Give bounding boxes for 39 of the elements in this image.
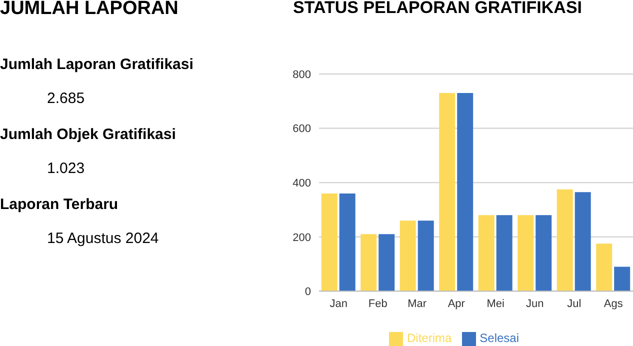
bar bbox=[496, 215, 512, 292]
bar bbox=[321, 193, 338, 292]
bar bbox=[556, 189, 573, 292]
x-tick-label: Feb bbox=[368, 298, 388, 310]
bar bbox=[596, 244, 612, 292]
bar bbox=[400, 220, 416, 292]
legend-label: Selesai bbox=[480, 331, 520, 346]
bar bbox=[478, 215, 494, 292]
bar bbox=[614, 266, 630, 292]
y-tick-label: 600 bbox=[292, 123, 311, 136]
text: 1.023 bbox=[47, 160, 85, 177]
x-tick-label: Jul bbox=[567, 298, 582, 310]
y-tick-label: 800 bbox=[292, 68, 311, 81]
bar bbox=[378, 234, 395, 292]
bar bbox=[339, 193, 356, 292]
text: 2.685 bbox=[47, 90, 85, 107]
bar bbox=[418, 220, 434, 292]
y-tick-label: 200 bbox=[292, 232, 311, 244]
text: Jumlah Objek Gratifikasi bbox=[0, 126, 176, 143]
x-tick-label: Jan bbox=[330, 298, 348, 310]
bar bbox=[518, 215, 534, 292]
text: Jumlah Laporan Gratifikasi bbox=[0, 56, 194, 73]
legend-label: Diterima bbox=[406, 331, 452, 346]
text: JUMLAH LAPORAN bbox=[0, 0, 178, 20]
chart-title: STATUS PELAPORAN GRATIFIKASI bbox=[293, 0, 582, 18]
bar bbox=[574, 192, 591, 292]
x-tick-label: Mei bbox=[486, 298, 504, 310]
y-tick-label: 400 bbox=[292, 177, 311, 190]
x-tick-label: Mar bbox=[408, 298, 427, 310]
bar bbox=[457, 93, 474, 292]
x-tick-label: Jun bbox=[526, 298, 544, 310]
bar bbox=[536, 215, 552, 292]
x-tick-label: Ags bbox=[604, 298, 624, 310]
text: 15 Agustus 2024 bbox=[47, 230, 159, 247]
bar bbox=[439, 93, 456, 292]
y-tick-label: 0 bbox=[304, 286, 311, 298]
bar bbox=[360, 234, 377, 292]
text: Laporan Terbaru bbox=[0, 196, 118, 213]
x-tick-label: Apr bbox=[448, 298, 466, 310]
